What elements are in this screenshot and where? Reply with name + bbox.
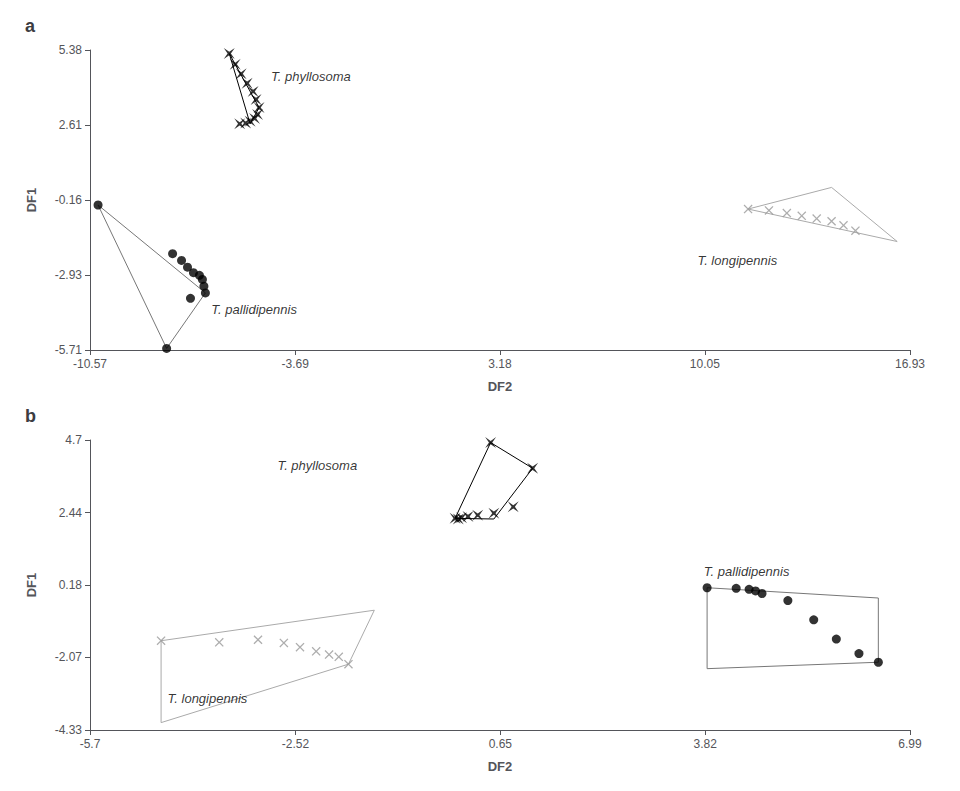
svg-text:T. phyllosoma: T. phyllosoma bbox=[277, 458, 357, 473]
svg-text:T. longipennis: T. longipennis bbox=[697, 253, 777, 268]
svg-text:DF1: DF1 bbox=[24, 188, 39, 213]
svg-text:-3.69: -3.69 bbox=[281, 357, 309, 371]
svg-text:b: b bbox=[25, 406, 36, 426]
svg-text:0.65: 0.65 bbox=[489, 737, 513, 751]
svg-text:-10.57: -10.57 bbox=[73, 357, 107, 371]
svg-text:DF2: DF2 bbox=[488, 759, 513, 774]
svg-text:T. pallidipennis: T. pallidipennis bbox=[211, 302, 297, 317]
svg-text:2.61: 2.61 bbox=[59, 118, 83, 132]
svg-text:4.7: 4.7 bbox=[65, 433, 82, 447]
svg-text:3.82: 3.82 bbox=[693, 737, 717, 751]
svg-text:-0.16: -0.16 bbox=[55, 193, 83, 207]
svg-text:16.93: 16.93 bbox=[895, 357, 925, 371]
svg-text:-2.52: -2.52 bbox=[282, 737, 310, 751]
svg-text:10.05: 10.05 bbox=[690, 357, 720, 371]
svg-text:DF2: DF2 bbox=[488, 379, 513, 394]
svg-text:DF1: DF1 bbox=[24, 573, 39, 598]
svg-text:T. longipennis: T. longipennis bbox=[168, 691, 248, 706]
svg-text:6.99: 6.99 bbox=[898, 737, 922, 751]
svg-text:-2.07: -2.07 bbox=[55, 650, 83, 664]
svg-text:-5.71: -5.71 bbox=[55, 343, 83, 357]
svg-text:0.18: 0.18 bbox=[59, 578, 83, 592]
svg-text:-5.7: -5.7 bbox=[80, 737, 101, 751]
svg-text:-4.33: -4.33 bbox=[55, 723, 83, 737]
svg-text:a: a bbox=[25, 16, 36, 36]
svg-text:-2.93: -2.93 bbox=[55, 268, 83, 282]
svg-text:T. phyllosoma: T. phyllosoma bbox=[271, 69, 351, 84]
svg-text:3.18: 3.18 bbox=[488, 357, 512, 371]
svg-text:2.44: 2.44 bbox=[59, 506, 83, 520]
svg-text:5.38: 5.38 bbox=[59, 43, 83, 57]
svg-text:T. pallidipennis: T. pallidipennis bbox=[704, 564, 790, 579]
